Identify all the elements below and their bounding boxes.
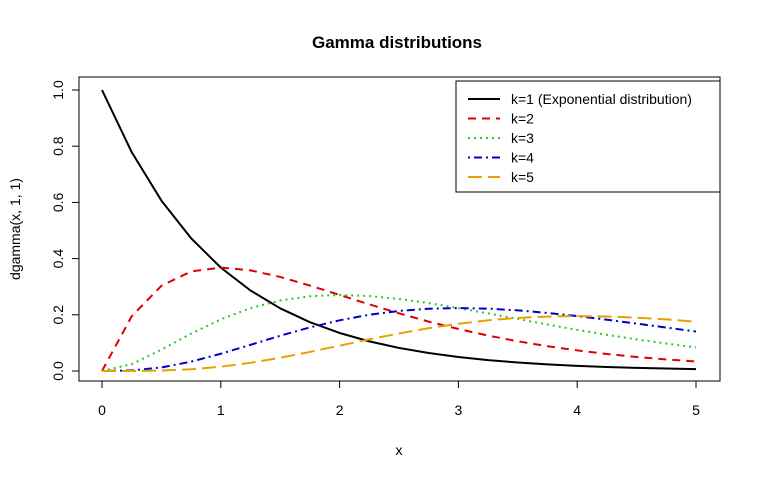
chart-title: Gamma distributions	[312, 33, 482, 52]
y-axis: 0.0 0.2 0.4 0.6 0.8 1.0	[50, 80, 80, 381]
y-tick-label: 0.4	[50, 249, 66, 269]
legend-label-1: k=1 (Exponential distribution)	[511, 91, 692, 107]
x-axis-label: x	[396, 442, 403, 458]
legend: k=1 (Exponential distribution) k=2 k=3 k=4 k…	[455, 80, 721, 193]
x-tick-label: 5	[692, 402, 700, 418]
x-tick-label: 3	[455, 402, 463, 418]
series-group	[101, 89, 697, 372]
x-tick-label: 0	[98, 402, 106, 418]
series-line-5	[101, 315, 697, 372]
y-tick-label: 0.8	[50, 136, 66, 156]
legend-label-5: k=5	[511, 169, 534, 185]
x-axis: 0 1 2 3 4 5	[98, 380, 700, 418]
x-tick-label: 1	[217, 402, 225, 418]
x-tick-label: 2	[336, 402, 344, 418]
series-line-1	[101, 89, 697, 371]
y-tick-label: 0.2	[50, 305, 66, 325]
series-line-4	[101, 307, 697, 372]
series-line-3	[101, 293, 697, 372]
legend-label-3: k=3	[511, 130, 534, 146]
y-tick-label: 1.0	[50, 80, 66, 100]
series-line-2	[101, 266, 697, 372]
y-tick-label: 0.6	[50, 192, 66, 212]
legend-label-2: k=2	[511, 111, 534, 127]
legend-label-4: k=4	[511, 150, 534, 166]
y-axis-label: dgamma(x, 1, 1)	[7, 178, 23, 280]
y-tick-label: 0.0	[50, 361, 66, 381]
x-tick-label: 4	[573, 402, 581, 418]
